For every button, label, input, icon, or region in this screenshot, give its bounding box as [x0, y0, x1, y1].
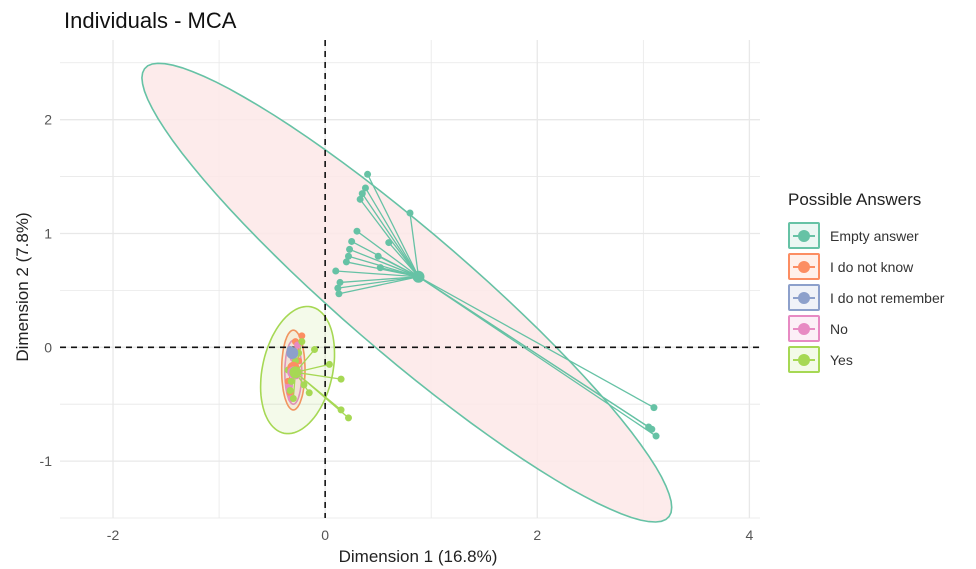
x-axis-label: Dimension 1 (16.8%): [339, 547, 498, 566]
link-empty-answer: [339, 276, 419, 284]
reference-lines: [60, 40, 760, 518]
legend-label-yes: Yes: [830, 351, 853, 368]
link-empty-answer: [380, 266, 419, 278]
link-empty-answer: [418, 276, 657, 437]
legend-item-i-do-not-know: I do not know: [788, 251, 944, 282]
centroid-empty-answer: [412, 270, 425, 283]
legend-label-empty-answer: Empty answer: [830, 227, 919, 244]
point-empty-answer: [353, 227, 361, 235]
point-empty-answer: [336, 278, 344, 286]
point-yes: [344, 414, 352, 422]
legend-label-i-do-not-remember: I do not remember: [830, 289, 945, 306]
link-empty-answer: [409, 212, 420, 277]
link-yes: [295, 371, 342, 380]
link-empty-answer: [418, 276, 655, 409]
link-empty-answer: [361, 193, 420, 278]
y-tick-label: 1: [44, 225, 52, 241]
legend-key-empty-answer: [788, 222, 820, 249]
legend-label-no: No: [830, 320, 848, 337]
point-empty-answer: [374, 252, 382, 260]
point-yes: [300, 381, 308, 389]
point-yes: [337, 375, 345, 383]
point-yes: [287, 377, 295, 385]
y-tick-label: 0: [44, 339, 52, 355]
link-empty-answer: [337, 276, 419, 289]
link-empty-answer: [356, 230, 419, 278]
point-empty-answer: [342, 258, 350, 266]
point-empty-answer: [406, 209, 414, 217]
link-empty-answer: [359, 198, 420, 278]
point-empty-answer: [358, 190, 366, 198]
point-empty-answer: [335, 290, 343, 298]
link-empty-answer: [338, 276, 419, 295]
link-empty-answer: [335, 270, 419, 278]
point-empty-answer: [376, 264, 384, 272]
legend-title: Possible Answers: [788, 190, 922, 209]
legend-label-i-do-not-know: I do not know: [830, 258, 914, 275]
point-yes: [305, 389, 313, 397]
legend-key-no: [788, 315, 820, 342]
legend-items: Empty answer I do not know I do not rememb…: [788, 220, 944, 375]
link-empty-answer: [388, 242, 419, 278]
chart-title: Individuals - MCA: [64, 8, 237, 33]
legend-key-i-do-not-know: [788, 253, 820, 280]
point-empty-answer: [334, 284, 342, 292]
point-empty-answer: [332, 267, 340, 275]
centroid-yes: [289, 366, 302, 379]
point-empty-answer: [364, 170, 372, 178]
link-empty-answer: [364, 187, 420, 278]
link-empty-answer: [366, 174, 420, 278]
point-empty-answer: [385, 239, 393, 247]
ellipse-empty-answer: [141, 62, 673, 523]
legend-item-i-do-not-remember: I do not remember: [788, 282, 944, 313]
link-empty-answer: [377, 255, 419, 278]
point-yes: [325, 360, 333, 368]
legend-item-yes: Yes: [788, 344, 944, 375]
point-empty-answer: [346, 245, 354, 253]
point-yes: [298, 338, 306, 346]
y-axis-label: Dimension 2 (7.8%): [13, 212, 32, 361]
x-tick-label: 4: [745, 527, 753, 543]
x-tick-label: 2: [533, 527, 541, 543]
point-yes: [337, 406, 345, 414]
legend-item-empty-answer: Empty answer: [788, 220, 944, 251]
point-yes: [289, 395, 297, 402]
point-empty-answer: [348, 237, 356, 245]
point-empty-answer: [648, 425, 656, 433]
legend-key-yes: [788, 346, 820, 373]
x-tick-label: -2: [107, 527, 120, 543]
point-yes: [311, 346, 319, 354]
y-tick-label: 2: [44, 112, 52, 128]
legend-item-no: No: [788, 313, 944, 344]
link-empty-answer: [349, 248, 419, 278]
legend-key-i-do-not-remember: [788, 284, 820, 311]
tick-labels: -2 0 2 4 -1 0 1 2: [40, 112, 754, 543]
point-empty-answer: [361, 184, 369, 192]
point-yes: [286, 387, 294, 395]
point-i-do-not-know: [298, 332, 306, 340]
confidence-ellipses: [141, 62, 673, 523]
y-tick-label: -1: [40, 453, 53, 469]
centroid-i-do-not-remember: [286, 346, 299, 359]
x-tick-label: 0: [321, 527, 329, 543]
point-empty-answer: [344, 252, 352, 260]
link-yes: [295, 371, 342, 411]
legend: Possible Answers Empty answer I do not kn…: [788, 190, 944, 375]
point-empty-answer: [356, 195, 364, 203]
group-centroids: [286, 270, 425, 379]
point-empty-answer: [650, 404, 658, 412]
point-empty-answer: [652, 432, 660, 440]
